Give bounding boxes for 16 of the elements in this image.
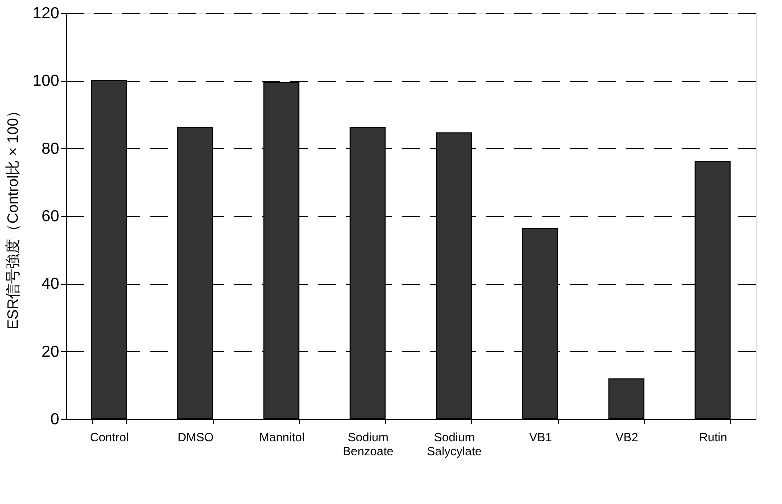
y-tick-label: 60 — [42, 208, 60, 226]
x-tick-label: DMSO — [178, 430, 214, 444]
x-tick-label: VB1 — [530, 430, 553, 444]
x-tick-label: Rutin — [699, 430, 728, 444]
y-tick-label: 120 — [32, 6, 60, 22]
x-tick-label: Mannitol — [259, 430, 305, 444]
x-tick-label: Sodium Benzoate — [343, 430, 394, 458]
x-tick-label: Control — [90, 430, 129, 444]
y-tick-label: 0 — [50, 412, 60, 428]
y-tick-label: 20 — [42, 344, 60, 361]
y-tick-label: 40 — [42, 276, 60, 294]
y-axis-title: ESR信号強度（Control比 × 100） — [4, 103, 22, 330]
x-tick-label: VB2 — [616, 430, 639, 444]
y-tick-label: 100 — [32, 73, 60, 90]
x-tick-label: Sodium Salycylate — [427, 430, 482, 458]
y-tick-label: 80 — [42, 140, 60, 158]
